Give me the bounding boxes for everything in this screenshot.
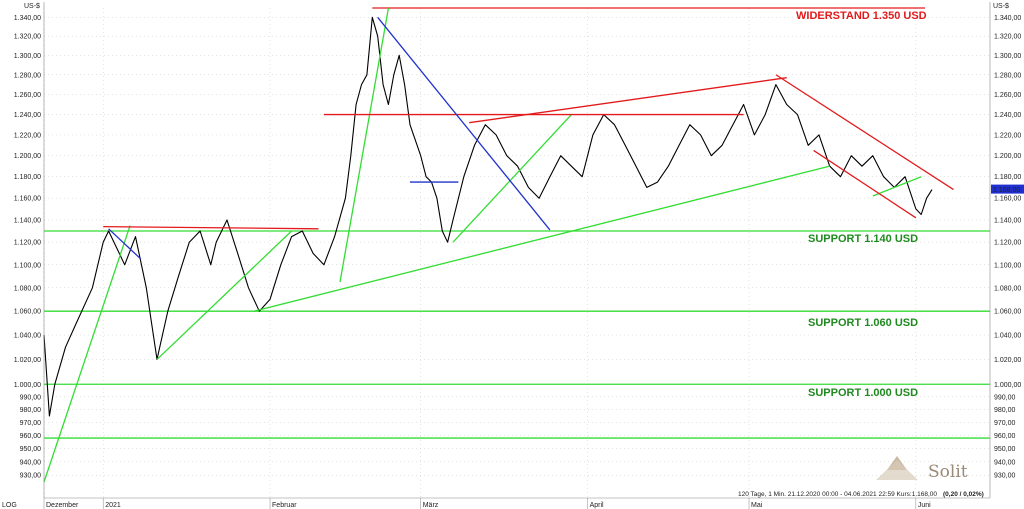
y-tick-label: 1.260,00 xyxy=(994,92,1021,99)
y-tick-label: 1.320,00 xyxy=(994,34,1021,41)
y-tick-label: 1.240,00 xyxy=(14,112,41,119)
support-label-1060: SUPPORT 1.060 USD xyxy=(808,317,918,329)
support-label-1000: SUPPORT 1.000 USD xyxy=(808,387,918,399)
y-tick-label: 1.240,00 xyxy=(994,112,1021,119)
currency-label-left: US-$ xyxy=(24,3,40,10)
y-tick-label: 1.080,00 xyxy=(994,285,1021,292)
trend-line xyxy=(156,230,293,360)
y-axis-right: 930,00 940,00 950,00 960,00 970,00 980,00 990,… xyxy=(994,15,1021,480)
trend-line xyxy=(775,74,954,191)
y-tick-label: 960,00 xyxy=(20,433,42,440)
trend-line xyxy=(253,165,830,312)
logo-text: Solit xyxy=(928,462,968,482)
y-tick-label: 1.220,00 xyxy=(994,132,1021,139)
y-tick-label: 1.000,00 xyxy=(14,382,41,389)
y-tick-label: 1.300,00 xyxy=(994,53,1021,60)
trend-lines xyxy=(43,7,954,483)
y-tick-label: 1.180,00 xyxy=(14,174,41,181)
y-tick-label: 1.340,00 xyxy=(14,15,41,22)
y-tick-label: 1.020,00 xyxy=(14,357,41,364)
solit-logo: Solit xyxy=(876,456,968,482)
y-tick-label: 1.180,00 xyxy=(994,174,1021,181)
y-tick-label: 1.140,00 xyxy=(14,217,41,224)
price-series xyxy=(43,16,933,417)
price-line xyxy=(43,16,933,417)
horizontal-levels xyxy=(44,7,990,439)
y-tick-label: 940,00 xyxy=(20,459,42,466)
y-tick-label: 990,00 xyxy=(20,394,42,401)
y-tick-label: 1.280,00 xyxy=(14,72,41,79)
trend-line xyxy=(43,225,131,483)
y-tick-label: 940,00 xyxy=(994,459,1016,466)
y-tick-label: 1.120,00 xyxy=(14,240,41,247)
trend-line xyxy=(813,149,917,219)
trend-line xyxy=(469,77,787,124)
resistance-label: WIDERSTAND 1.350 USD xyxy=(796,10,927,22)
y-tick-label: 1.280,00 xyxy=(994,72,1021,79)
footer-change: (0,20 / 0,02%) xyxy=(943,491,984,498)
y-tick-label: 1.080,00 xyxy=(14,285,41,292)
y-tick-label: 1.300,00 xyxy=(14,53,41,60)
y-tick-label: 1.220,00 xyxy=(14,132,41,139)
y-tick-label: 930,00 xyxy=(994,473,1016,480)
y-tick-label: 1.140,00 xyxy=(994,217,1021,224)
trend-line xyxy=(103,225,319,230)
x-tick-label: Juni xyxy=(918,502,931,509)
y-tick-label: 980,00 xyxy=(20,407,42,414)
y-tick-label: 960,00 xyxy=(994,433,1016,440)
y-tick-label: 1.020,00 xyxy=(994,357,1021,364)
scale-label: LOG xyxy=(2,502,17,509)
last-price-label: 1.168,00 xyxy=(993,187,1020,194)
y-tick-label: 1.060,00 xyxy=(14,309,41,316)
footer-info: 120 Tage, 1 Min. 21.12.2020 00:00 - 04.0… xyxy=(738,491,937,498)
y-tick-label: 1.120,00 xyxy=(994,240,1021,247)
y-tick-label: 1.160,00 xyxy=(994,196,1021,203)
y-tick-label: 1.000,00 xyxy=(994,382,1021,389)
x-tick-label: Februar xyxy=(272,502,297,509)
currency-label-right: US-$ xyxy=(993,3,1009,10)
y-tick-label: 1.100,00 xyxy=(994,262,1021,269)
y-tick-label: 970,00 xyxy=(20,420,42,427)
y-tick-label: 1.260,00 xyxy=(14,92,41,99)
pyramid-icon xyxy=(876,456,918,480)
x-tick-label: 2021 xyxy=(105,502,121,509)
y-tick-label: 1.060,00 xyxy=(994,309,1021,316)
y-tick-label: 1.040,00 xyxy=(14,333,41,340)
y-tick-label: 1.320,00 xyxy=(14,34,41,41)
y-tick-label: 1.160,00 xyxy=(14,196,41,203)
x-tick-label: April xyxy=(590,502,604,509)
x-tick-label: März xyxy=(423,502,439,509)
y-tick-label: 990,00 xyxy=(994,394,1016,401)
last-price-badge: 1.168,00 xyxy=(991,184,1024,194)
trend-line xyxy=(872,176,922,197)
y-tick-label: 1.200,00 xyxy=(994,153,1021,160)
x-tick-label: Dezember xyxy=(46,502,79,509)
y-tick-label: 1.340,00 xyxy=(994,15,1021,22)
support-label-1140: SUPPORT 1.140 USD xyxy=(808,233,918,245)
trend-line xyxy=(452,114,572,243)
y-tick-label: 1.200,00 xyxy=(14,153,41,160)
y-tick-label: 1.040,00 xyxy=(994,333,1021,340)
y-tick-label: 970,00 xyxy=(994,420,1016,427)
y-tick-label: 1.100,00 xyxy=(14,262,41,269)
trend-line xyxy=(339,7,390,283)
x-axis: Dezember 2021 Februar März April Mai Juni xyxy=(43,498,931,509)
trend-line xyxy=(108,228,142,260)
y-axis-left: 930,00 940,00 950,00 960,00 970,00 980,00 990,… xyxy=(14,15,41,480)
trend-line xyxy=(377,16,551,231)
y-tick-label: 950,00 xyxy=(20,446,42,453)
y-tick-label: 950,00 xyxy=(994,446,1016,453)
y-tick-label: 930,00 xyxy=(20,473,42,480)
x-tick-label: Mai xyxy=(751,502,763,509)
y-tick-label: 980,00 xyxy=(994,407,1016,414)
